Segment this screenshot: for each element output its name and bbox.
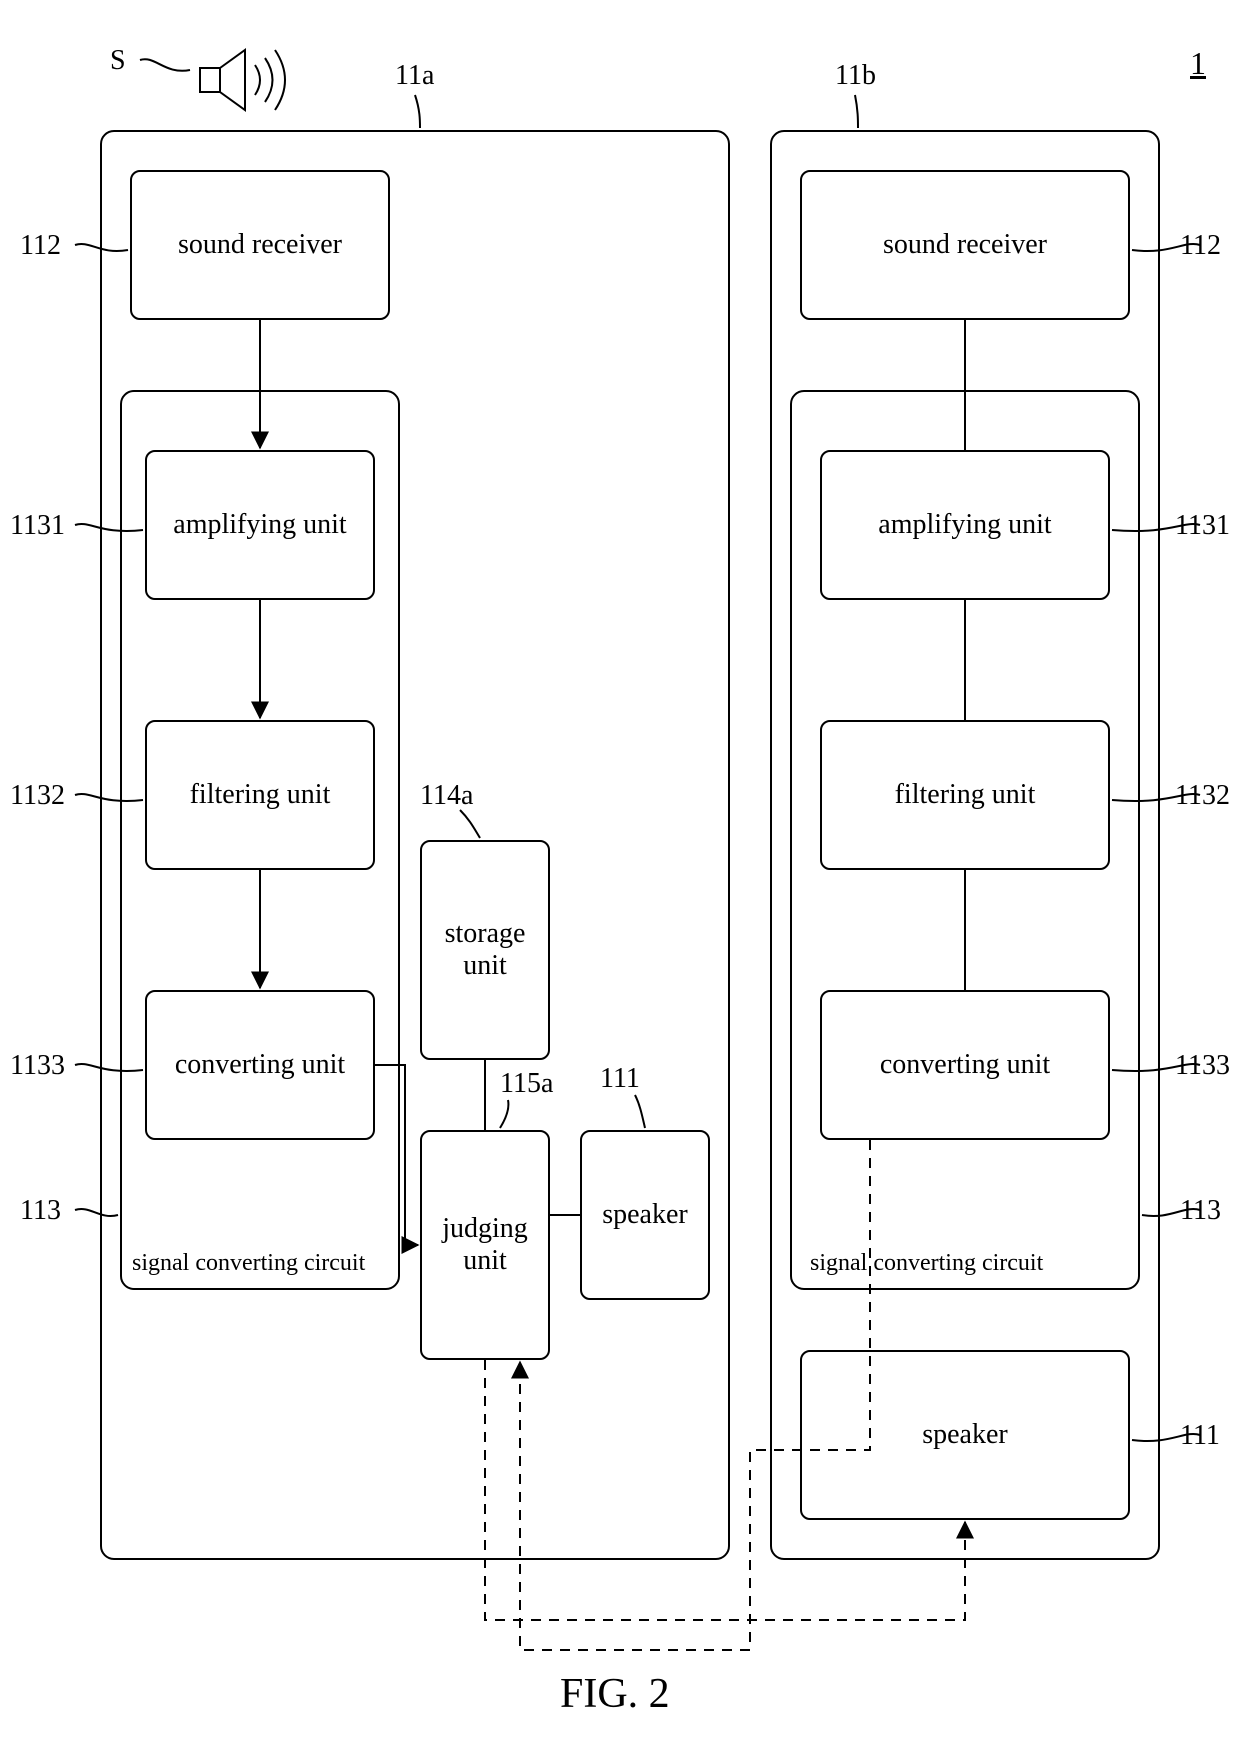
figure-label: FIG. 2 bbox=[560, 1670, 670, 1718]
b-conv-ref: 1133 bbox=[1175, 1050, 1230, 1082]
a-judging-ref: 115a bbox=[500, 1068, 553, 1100]
a-judging-label: judging unit bbox=[422, 1213, 548, 1277]
b-filt-ref: 1132 bbox=[1175, 780, 1230, 812]
source-label: S bbox=[110, 45, 126, 77]
a-filtering-box: filtering unit bbox=[145, 720, 375, 870]
a-storage-box: storage unit bbox=[420, 840, 550, 1060]
b-sound-receiver-ref: 112 bbox=[1180, 230, 1221, 262]
a-filt-ref: 1132 bbox=[10, 780, 65, 812]
b-speaker-box: speaker bbox=[800, 1350, 1130, 1520]
a-conv-ref: 1133 bbox=[10, 1050, 65, 1082]
a-amplifying-box: amplifying unit bbox=[145, 450, 375, 600]
a-converting-box: converting unit bbox=[145, 990, 375, 1140]
a-storage-ref: 114a bbox=[420, 780, 473, 812]
a-judging-box: judging unit bbox=[420, 1130, 550, 1360]
b-speaker-ref: 111 bbox=[1180, 1420, 1220, 1452]
a-scc-ref: 113 bbox=[20, 1195, 61, 1227]
b-scc-label: signal converting circuit bbox=[810, 1250, 1043, 1277]
b-sound-receiver-box: sound receiver bbox=[800, 170, 1130, 320]
a-scc-label: signal converting circuit bbox=[132, 1250, 365, 1277]
system-ref: 1 bbox=[1190, 45, 1206, 82]
b-sound-receiver-label: sound receiver bbox=[883, 229, 1047, 261]
a-converting-label: converting unit bbox=[175, 1049, 345, 1081]
b-amplifying-label: amplifying unit bbox=[878, 509, 1051, 541]
a-sound-receiver-box: sound receiver bbox=[130, 170, 390, 320]
a-speaker-ref: 111 bbox=[600, 1063, 640, 1095]
a-sound-receiver-label: sound receiver bbox=[178, 229, 342, 261]
b-amplifying-box: amplifying unit bbox=[820, 450, 1110, 600]
b-converting-label: converting unit bbox=[880, 1049, 1050, 1081]
a-speaker-label: speaker bbox=[602, 1199, 688, 1231]
a-sound-receiver-ref: 112 bbox=[20, 230, 61, 262]
a-amplifying-label: amplifying unit bbox=[173, 509, 346, 541]
diagram-canvas: sound receiver signal converting circuit… bbox=[0, 0, 1240, 1747]
b-converting-box: converting unit bbox=[820, 990, 1110, 1140]
module-a-ref: 11a bbox=[395, 60, 434, 92]
a-speaker-box: speaker bbox=[580, 1130, 710, 1300]
a-amp-ref: 1131 bbox=[10, 510, 65, 542]
module-b-ref: 11b bbox=[835, 60, 876, 92]
b-filtering-label: filtering unit bbox=[895, 779, 1036, 811]
b-filtering-box: filtering unit bbox=[820, 720, 1110, 870]
source-speaker-icon bbox=[200, 50, 285, 110]
b-speaker-label: speaker bbox=[922, 1419, 1008, 1451]
b-amp-ref: 1131 bbox=[1175, 510, 1230, 542]
a-storage-label: storage unit bbox=[422, 918, 548, 982]
a-filtering-label: filtering unit bbox=[190, 779, 331, 811]
b-scc-ref: 113 bbox=[1180, 1195, 1221, 1227]
